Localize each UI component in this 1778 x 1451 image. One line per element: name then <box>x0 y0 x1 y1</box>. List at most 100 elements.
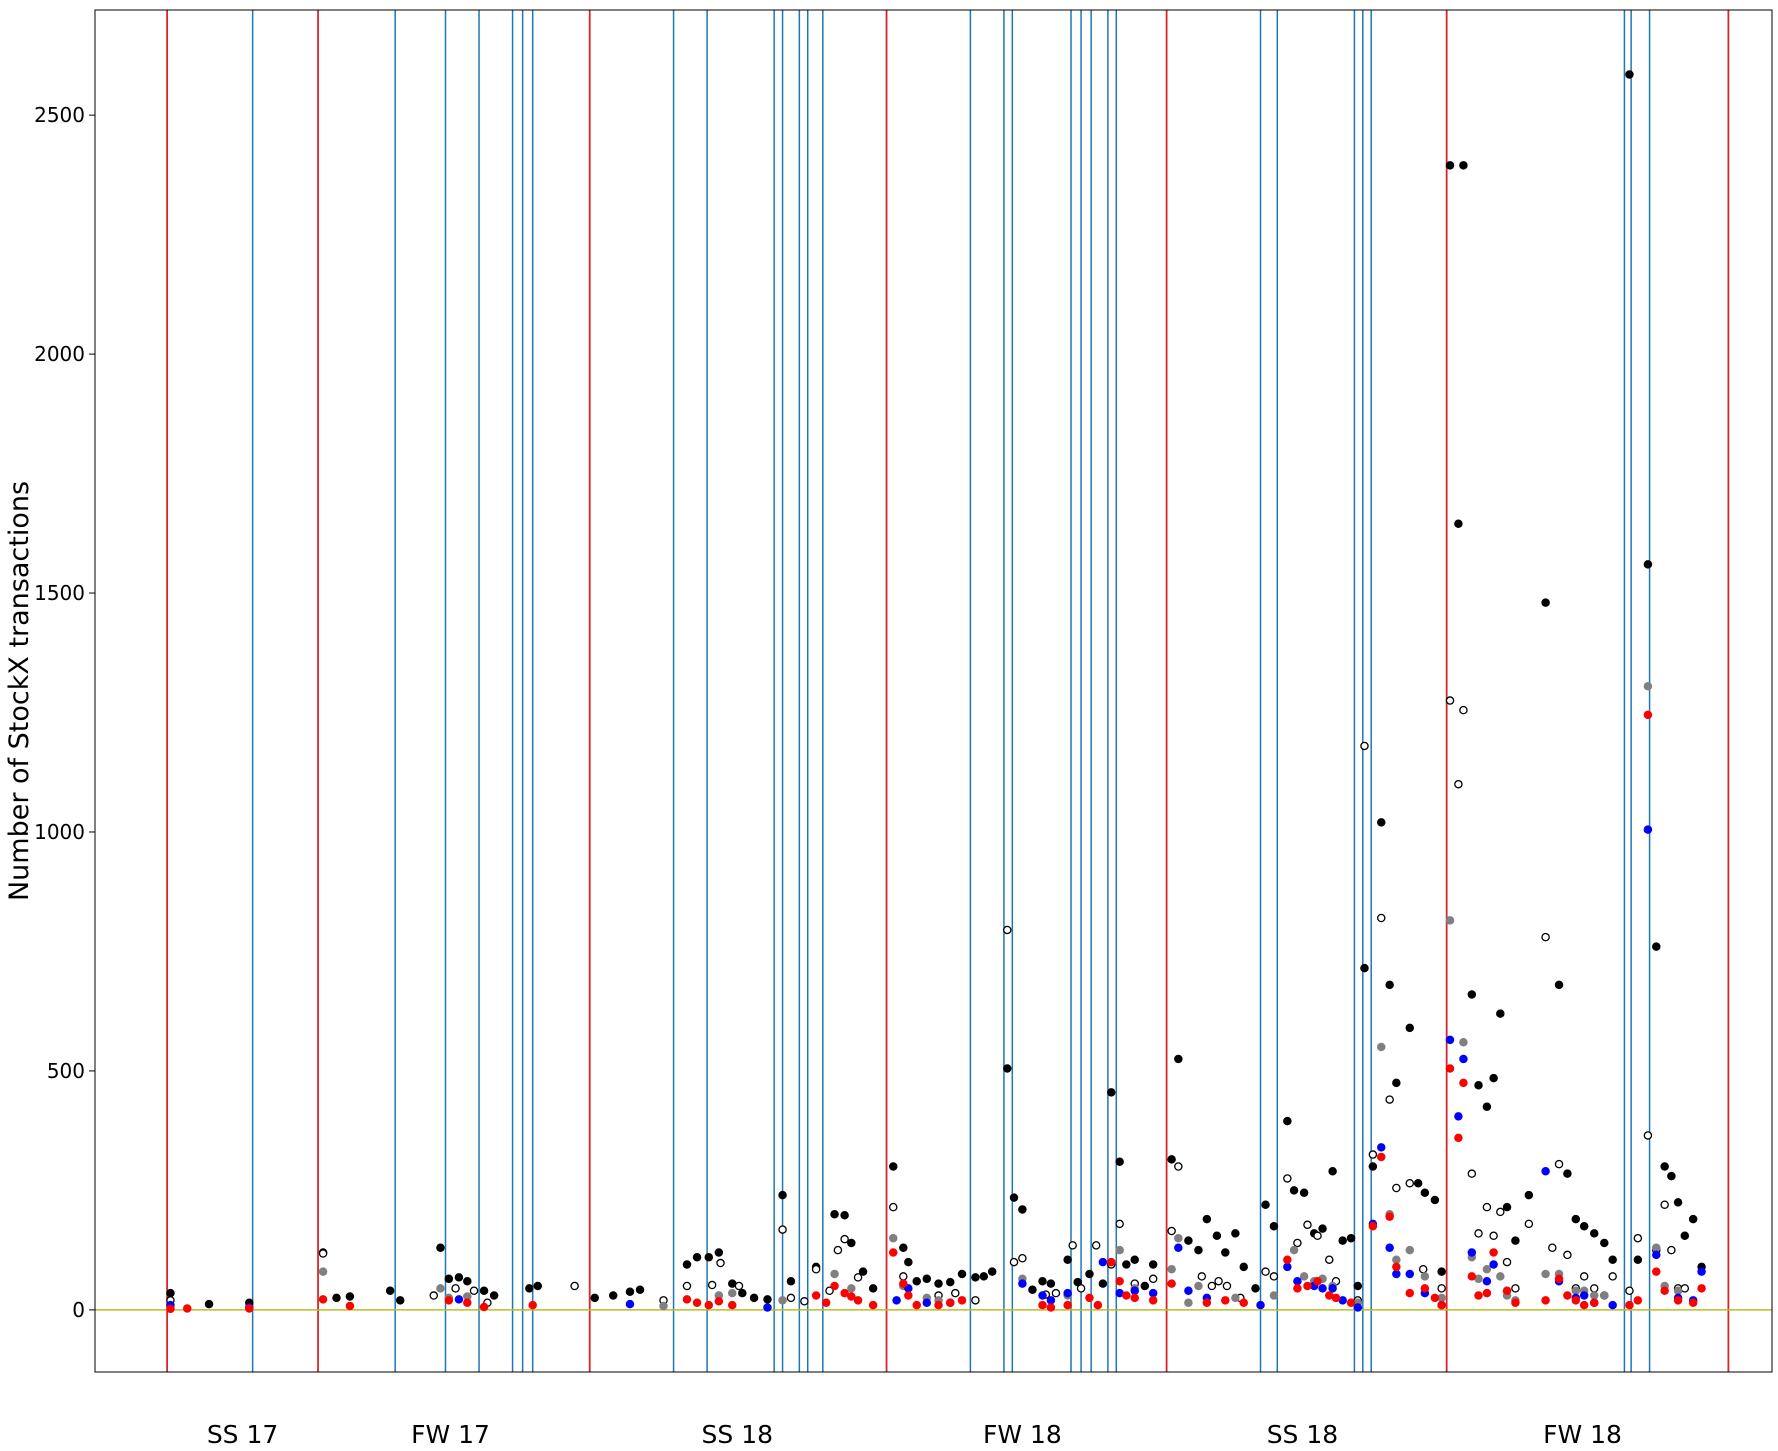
data-point-red <box>1405 1288 1415 1298</box>
data-point-gray <box>1392 1255 1401 1264</box>
data-point-black <box>1413 1178 1423 1188</box>
data-point-black <box>1085 1269 1094 1279</box>
series-open <box>166 696 1690 1307</box>
data-point-open <box>778 1225 787 1234</box>
data-point-black <box>1184 1236 1193 1245</box>
data-point-black <box>1038 1276 1047 1286</box>
data-point-open <box>1303 1220 1312 1230</box>
data-point-red <box>1202 1298 1212 1307</box>
data-point-black <box>1073 1277 1082 1287</box>
data-point-black <box>1018 1205 1027 1214</box>
data-point-black <box>1502 1202 1512 1212</box>
data-point-black <box>868 1284 878 1293</box>
data-point-open <box>570 1281 579 1291</box>
data-point-blue <box>892 1296 901 1305</box>
data-point-red <box>1437 1300 1446 1310</box>
data-point-blue <box>1467 1248 1477 1257</box>
data-point-black <box>395 1296 405 1305</box>
data-point-open <box>1076 1284 1086 1293</box>
data-point-open <box>951 1288 960 1298</box>
data-point-open <box>1207 1281 1217 1291</box>
y-tick-label: 2500 <box>34 103 85 127</box>
data-point-gray <box>1299 1272 1309 1281</box>
vertical-lines-layer <box>166 10 1730 1372</box>
data-point-gray <box>1269 1291 1279 1300</box>
data-point-red <box>1625 1300 1634 1310</box>
data-point-open <box>1437 1284 1446 1293</box>
data-point-open <box>1392 1183 1401 1193</box>
data-point-red <box>934 1300 943 1310</box>
data-point-black <box>454 1273 464 1282</box>
data-point-red <box>1303 1281 1312 1291</box>
data-point-open <box>899 1272 908 1281</box>
data-point-black <box>1202 1214 1212 1224</box>
data-point-blue <box>1148 1288 1158 1298</box>
data-point-red <box>847 1292 856 1301</box>
season-label: SS 17 <box>207 1420 279 1449</box>
data-point-black <box>1563 1169 1572 1178</box>
data-point-red <box>714 1297 724 1306</box>
data-point-open <box>1502 1257 1512 1267</box>
data-point-black <box>332 1293 341 1303</box>
data-point-black <box>1261 1200 1270 1209</box>
data-point-open <box>1496 1207 1505 1217</box>
data-point-blue <box>1328 1284 1337 1293</box>
series-red <box>166 710 1706 1314</box>
y-tick-label: 500 <box>47 1059 85 1083</box>
data-point-black <box>590 1293 599 1303</box>
data-point-open <box>1608 1272 1617 1281</box>
data-point-blue <box>1652 1250 1661 1260</box>
data-point-black <box>1009 1193 1019 1202</box>
data-point-gray <box>436 1284 445 1293</box>
data-point-open <box>1643 1131 1653 1140</box>
data-point-open <box>1467 1169 1477 1178</box>
data-point-red <box>1563 1291 1572 1300</box>
data-point-red <box>1115 1276 1124 1286</box>
data-point-black <box>1680 1231 1690 1241</box>
data-point-open <box>1003 925 1012 935</box>
data-point-black <box>1524 1190 1534 1200</box>
y-axis-title: Number of StockX transactions <box>4 481 35 901</box>
data-point-black <box>1289 1186 1299 1195</box>
data-point-blue <box>1174 1243 1183 1252</box>
data-point-black <box>934 1279 943 1288</box>
data-point-black <box>912 1276 921 1286</box>
data-point-gray <box>1420 1272 1430 1281</box>
data-point-black <box>692 1253 702 1262</box>
data-point-red <box>182 1304 192 1313</box>
data-point-gray <box>1231 1293 1240 1303</box>
data-point-red <box>318 1295 328 1304</box>
data-point-red <box>1489 1248 1498 1257</box>
data-point-gray <box>1194 1281 1203 1291</box>
y-axis: 0 500 1000 1500 2000 2500 <box>34 103 95 1322</box>
data-point-black <box>1430 1195 1440 1205</box>
data-point-blue <box>1697 1267 1706 1276</box>
data-point-black <box>1392 1078 1401 1088</box>
data-point-blue <box>1377 1143 1386 1152</box>
data-point-blue <box>1283 1262 1292 1272</box>
data-point-black <box>946 1277 955 1287</box>
data-point-open <box>429 1291 439 1300</box>
data-point-red <box>1167 1279 1176 1288</box>
data-point-open <box>1051 1288 1061 1298</box>
data-point-gray <box>1167 1265 1176 1274</box>
data-point-red <box>1579 1300 1589 1310</box>
data-point-open <box>1222 1281 1232 1291</box>
data-point-open <box>1018 1254 1027 1263</box>
data-point-black <box>1454 519 1463 528</box>
data-point-black <box>1541 598 1550 607</box>
data-point-open <box>1554 1159 1564 1169</box>
data-point-blue <box>1392 1269 1401 1279</box>
data-point-blue <box>1541 1167 1550 1176</box>
data-point-open <box>1148 1274 1158 1284</box>
data-point-black <box>1239 1262 1248 1272</box>
data-point-red <box>1221 1296 1230 1305</box>
data-point-black <box>1328 1167 1337 1176</box>
data-point-open <box>971 1296 980 1305</box>
data-point-red <box>463 1298 472 1307</box>
data-point-blue <box>1385 1243 1394 1252</box>
data-point-black <box>1420 1188 1430 1198</box>
data-point-black <box>682 1260 692 1269</box>
data-point-red <box>1652 1267 1661 1276</box>
